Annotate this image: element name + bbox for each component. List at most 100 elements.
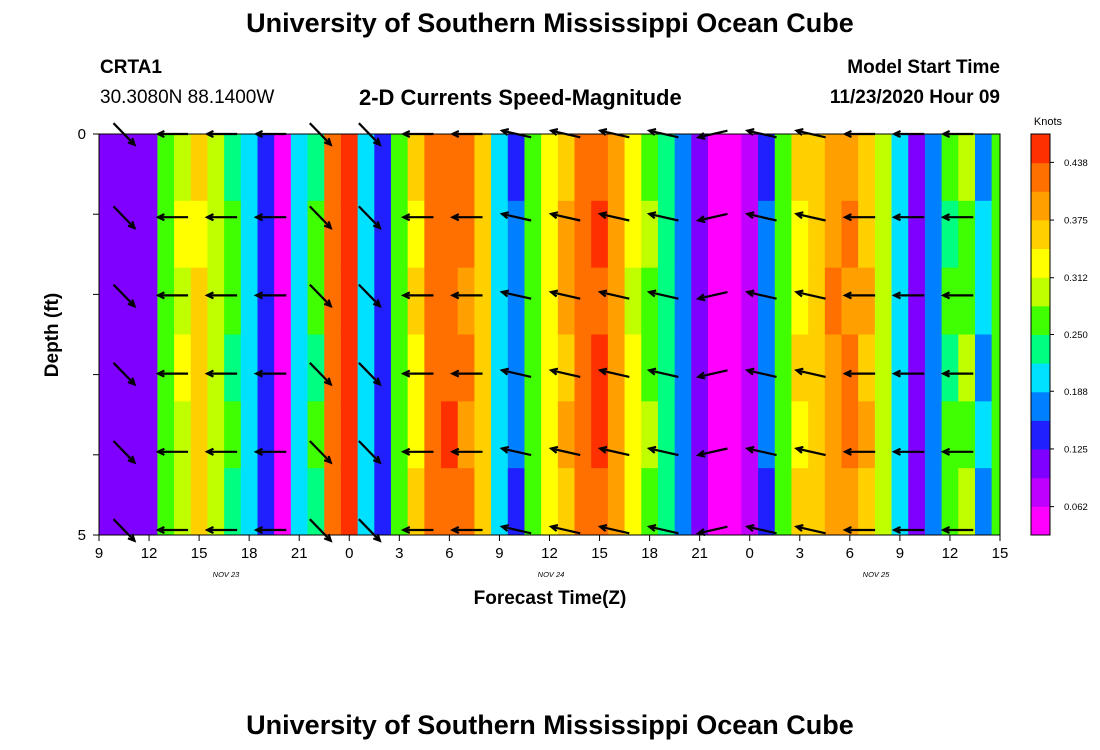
heatmap-cell bbox=[290, 334, 309, 402]
heatmap-cell bbox=[324, 134, 342, 202]
heatmap-cell bbox=[941, 334, 959, 402]
heatmap-cell bbox=[224, 401, 242, 469]
heatmap-cell bbox=[507, 200, 525, 269]
heatmap-cell bbox=[207, 200, 225, 269]
current-arrow bbox=[400, 525, 434, 535]
heatmap-cell bbox=[924, 401, 943, 469]
heatmap-cell bbox=[174, 334, 192, 402]
x-tick-label: 9 bbox=[95, 545, 103, 562]
heatmap-cell bbox=[758, 134, 776, 202]
x-tick-label: 18 bbox=[241, 545, 258, 562]
heatmap-cell bbox=[324, 401, 342, 469]
heatmap-cell bbox=[591, 401, 609, 469]
heatmap-cell bbox=[140, 468, 158, 536]
station-id: CRTA1 bbox=[100, 57, 162, 78]
heatmap-cell bbox=[641, 134, 659, 202]
current-arrow bbox=[548, 524, 581, 535]
date-label: NOV 25 bbox=[863, 570, 891, 579]
heatmap-cell bbox=[824, 200, 842, 269]
heatmap-cell bbox=[624, 267, 642, 335]
heatmap-cell bbox=[524, 468, 542, 536]
y-tick-label: 0 bbox=[78, 126, 86, 143]
heatmap-cell bbox=[99, 401, 108, 469]
heatmap-cell bbox=[307, 468, 325, 536]
heatmap-cell bbox=[657, 401, 676, 469]
heatmap-cell bbox=[791, 401, 809, 469]
heatmap-cell bbox=[958, 401, 976, 469]
current-arrow bbox=[891, 369, 925, 378]
heatmap-cell bbox=[624, 134, 642, 202]
heatmap-cell bbox=[657, 468, 676, 536]
heatmap-cell bbox=[891, 200, 909, 269]
heatmap-cell bbox=[257, 267, 275, 335]
heatmap-cell bbox=[290, 134, 309, 202]
heatmap-cell bbox=[874, 334, 893, 402]
heatmap-cell bbox=[541, 401, 559, 469]
colorbar: 0.438 0.375 0.312 0.250 0.188 0.125 0.062 bbox=[1030, 133, 1088, 536]
heatmap-cell bbox=[924, 200, 943, 269]
heatmap-cell bbox=[958, 134, 976, 202]
heatmap-cell bbox=[407, 200, 425, 269]
current-arrow bbox=[548, 445, 581, 457]
heatmap-cell bbox=[991, 200, 1001, 269]
heatmap-cell bbox=[908, 334, 926, 402]
heatmap-cell bbox=[457, 334, 475, 402]
current-vectors bbox=[112, 122, 974, 543]
heatmap-cell bbox=[99, 134, 108, 202]
heatmap-cell bbox=[374, 468, 392, 536]
heatmap-cell bbox=[140, 200, 158, 269]
model-start-label: Model Start Time bbox=[847, 57, 1000, 78]
heatmap-cell bbox=[908, 134, 926, 202]
colorbar-segment bbox=[1031, 391, 1050, 421]
heatmap-cell bbox=[724, 468, 742, 536]
current-arrow bbox=[646, 524, 679, 535]
colorbar-tick-label: 0.188 bbox=[1064, 387, 1088, 398]
heatmap-cell bbox=[557, 134, 576, 202]
current-arrow bbox=[450, 447, 483, 456]
current-arrow bbox=[499, 367, 532, 378]
current-arrow bbox=[646, 445, 679, 457]
current-arrow bbox=[358, 205, 382, 230]
current-arrow bbox=[400, 213, 434, 222]
heatmap-cell bbox=[140, 401, 158, 469]
heatmap-cell bbox=[224, 134, 242, 202]
heatmap-cell bbox=[424, 267, 442, 335]
current-arrow bbox=[358, 518, 382, 543]
heatmap-cell bbox=[741, 267, 759, 335]
heatmap-cell bbox=[390, 468, 409, 536]
current-arrow bbox=[309, 518, 333, 543]
heatmap-cell bbox=[374, 334, 392, 402]
heatmap-cell bbox=[908, 468, 926, 536]
current-arrow bbox=[695, 369, 728, 380]
x-tick-label: 18 bbox=[641, 545, 658, 562]
heatmap-cell bbox=[407, 134, 425, 202]
current-arrow bbox=[253, 525, 287, 535]
heatmap-cell bbox=[157, 200, 175, 269]
heatmap-cell bbox=[941, 134, 959, 202]
heatmap-cell bbox=[641, 267, 659, 335]
heatmap-cell bbox=[290, 401, 309, 469]
heatmap-cell bbox=[224, 334, 242, 402]
heatmap-cell bbox=[574, 468, 592, 536]
current-arrow bbox=[204, 213, 238, 222]
heatmap-cell bbox=[858, 334, 876, 402]
heatmap-cell bbox=[274, 334, 292, 402]
heatmap-cell bbox=[207, 468, 225, 536]
heatmap-cell bbox=[557, 334, 576, 402]
heatmap-cell bbox=[190, 134, 208, 202]
heatmap-cell bbox=[307, 267, 325, 335]
current-arrow bbox=[597, 289, 630, 300]
heatmap-cell bbox=[808, 334, 826, 402]
heatmap-cell bbox=[941, 267, 959, 335]
heatmap-cell bbox=[124, 200, 142, 269]
current-arrow bbox=[499, 289, 532, 300]
heatmap-cell bbox=[557, 267, 576, 335]
colorbar-tick-label: 0.062 bbox=[1064, 502, 1088, 513]
heatmap-cell bbox=[307, 401, 325, 469]
x-tick-label: 3 bbox=[395, 545, 403, 562]
heatmap-cell bbox=[741, 401, 759, 469]
current-arrow bbox=[891, 447, 925, 456]
current-arrow bbox=[499, 524, 532, 535]
heatmap-cell bbox=[791, 267, 809, 335]
current-arrow bbox=[695, 212, 728, 224]
